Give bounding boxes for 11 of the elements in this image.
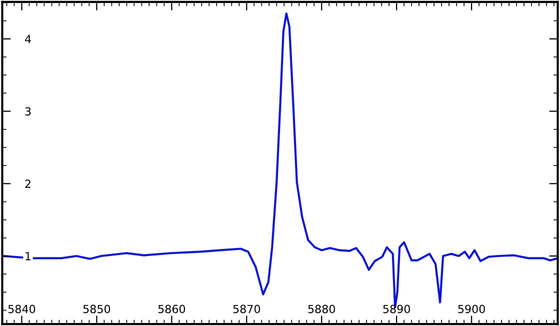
- x-tick-label: 5880: [308, 304, 336, 314]
- x-tick-label: 5890: [383, 304, 410, 314]
- x-tick-label: 5840: [8, 304, 36, 314]
- y-tick-label: 2: [25, 180, 30, 188]
- x-tick-label: 5900: [458, 304, 485, 314]
- x-tick-label: 5870: [233, 304, 260, 314]
- y-tick-label: 1: [26, 252, 31, 260]
- y-tick-label: 3: [25, 107, 31, 116]
- y-tick-label: 4: [25, 34, 31, 44]
- x-tick-label: 5850: [83, 304, 110, 314]
- x-tick-label: 5860: [158, 304, 186, 314]
